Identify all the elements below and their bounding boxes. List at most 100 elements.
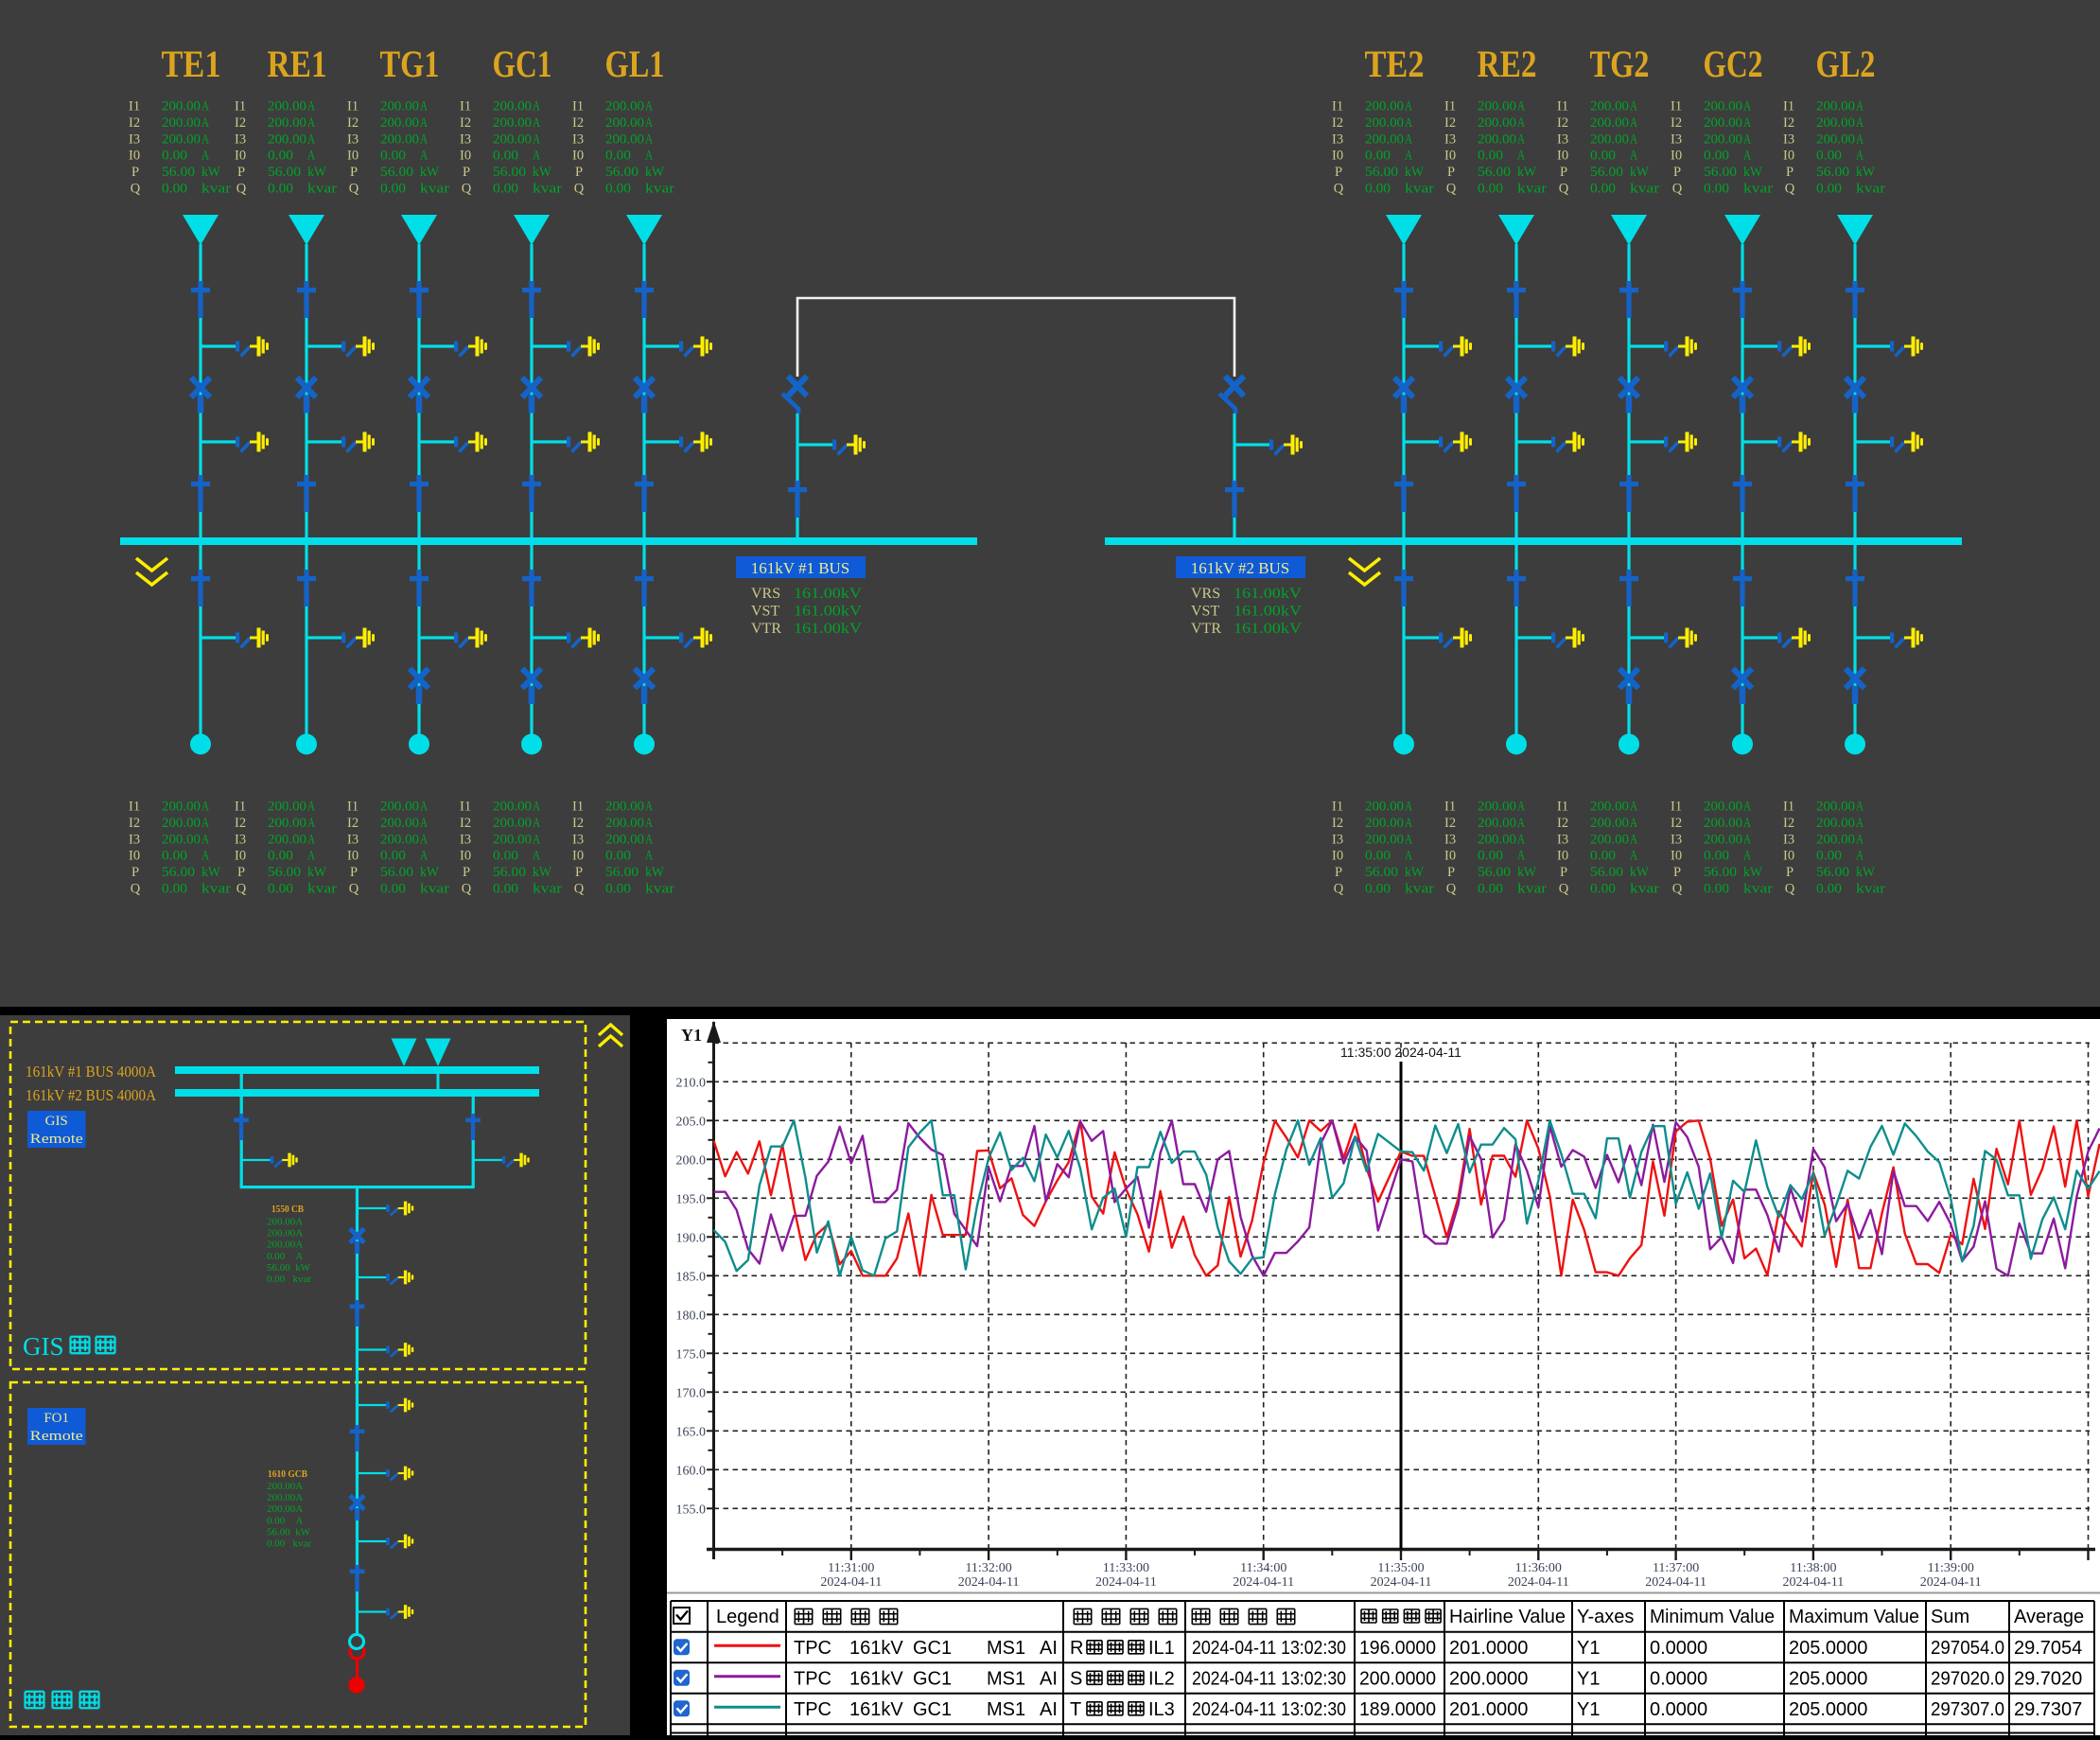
svg-text:161.00kV: 161.00kV [794, 603, 862, 619]
svg-text:29.7020: 29.7020 [2014, 1668, 2082, 1689]
svg-text:11:34:00: 11:34:00 [1240, 1561, 1286, 1575]
svg-text:Y1: Y1 [1577, 1638, 1600, 1659]
svg-text:MS1: MS1 [987, 1638, 1025, 1659]
svg-text:210.0: 210.0 [676, 1076, 707, 1090]
svg-text:201.0000: 201.0000 [1449, 1699, 1528, 1720]
svg-text:GL1: GL1 [605, 43, 665, 85]
svg-text:IL3: IL3 [1148, 1699, 1175, 1720]
svg-text:Y1: Y1 [1577, 1699, 1600, 1720]
svg-text:297020.0: 297020.0 [1931, 1668, 2004, 1689]
svg-text:1610 GCB: 1610 GCB [268, 1469, 307, 1480]
svg-text:AI: AI [1040, 1668, 1058, 1689]
svg-text:TE1: TE1 [162, 43, 221, 85]
svg-text:RE1: RE1 [268, 43, 327, 85]
svg-text:0.00 kvar: 0.00 kvar [267, 1274, 311, 1285]
svg-text:2024-04-11: 2024-04-11 [1233, 1575, 1294, 1590]
svg-text:2024-04-11: 2024-04-11 [820, 1575, 882, 1590]
svg-text:2024-04-11: 2024-04-11 [1508, 1575, 1569, 1590]
svg-text:Average: Average [2014, 1607, 2084, 1627]
svg-text:195.0: 195.0 [676, 1192, 707, 1206]
svg-text:2024-04-11 13:02:30: 2024-04-11 13:02:30 [1192, 1638, 1346, 1659]
svg-text:S: S [1070, 1668, 1082, 1689]
svg-text:189.0000: 189.0000 [1359, 1699, 1436, 1720]
svg-text:200.00A: 200.00A [267, 1481, 303, 1492]
svg-text:165.0: 165.0 [676, 1425, 707, 1439]
svg-text:GIS: GIS [45, 1114, 68, 1129]
svg-text:200.00A: 200.00A [267, 1492, 303, 1503]
svg-text:161.00kV: 161.00kV [1234, 586, 1302, 602]
svg-text:0.00 A: 0.00 A [267, 1251, 303, 1262]
svg-text:2024-04-11: 2024-04-11 [1371, 1575, 1432, 1590]
svg-text:GC2: GC2 [1704, 43, 1763, 85]
svg-text:AI: AI [1040, 1699, 1058, 1720]
svg-text:161kV #2 BUS 4000A: 161kV #2 BUS 4000A [26, 1086, 157, 1104]
svg-text:GC1: GC1 [913, 1668, 952, 1689]
svg-text:AI: AI [1040, 1638, 1058, 1659]
svg-text:2024-04-11 13:02:30: 2024-04-11 13:02:30 [1192, 1699, 1346, 1720]
svg-text:160.0: 160.0 [676, 1464, 707, 1478]
svg-text:VST: VST [751, 603, 779, 619]
svg-text:2024-04-11: 2024-04-11 [958, 1575, 1020, 1590]
svg-text:205.0: 205.0 [676, 1115, 707, 1129]
svg-text:R: R [1070, 1638, 1083, 1659]
svg-text:205.0000: 205.0000 [1789, 1699, 1867, 1720]
svg-text:IL1: IL1 [1148, 1638, 1175, 1659]
svg-text:0.0000: 0.0000 [1650, 1699, 1707, 1720]
svg-text:161kV #1 BUS 4000A: 161kV #1 BUS 4000A [26, 1063, 157, 1081]
svg-text:11:35:00 2024-04-11: 11:35:00 2024-04-11 [1340, 1045, 1461, 1060]
svg-text:11:33:00: 11:33:00 [1103, 1561, 1149, 1575]
svg-text:Y-axes: Y-axes [1577, 1607, 1634, 1627]
svg-text:200.00A: 200.00A [267, 1217, 303, 1228]
svg-text:11:39:00: 11:39:00 [1928, 1561, 1974, 1575]
svg-text:297054.0: 297054.0 [1931, 1638, 2004, 1659]
svg-text:TPC: TPC [794, 1699, 831, 1720]
svg-text:190.0: 190.0 [676, 1231, 707, 1245]
svg-text:161.00kV: 161.00kV [794, 621, 862, 637]
svg-text:VTR: VTR [751, 621, 781, 637]
svg-text:29.7307: 29.7307 [2014, 1699, 2082, 1720]
svg-text:0.00 kvar: 0.00 kvar [267, 1538, 311, 1550]
svg-text:GC1: GC1 [913, 1699, 952, 1720]
svg-text:180.0: 180.0 [676, 1309, 707, 1323]
svg-text:Sum: Sum [1931, 1607, 1969, 1627]
svg-text:161kV: 161kV [849, 1699, 903, 1720]
svg-text:175.0: 175.0 [676, 1347, 707, 1362]
svg-text:MS1: MS1 [987, 1699, 1025, 1720]
svg-text:170.0: 170.0 [676, 1386, 707, 1400]
svg-text:161.00kV: 161.00kV [794, 586, 862, 602]
svg-text:Remote: Remote [30, 1132, 83, 1147]
svg-text:205.0000: 205.0000 [1789, 1638, 1867, 1659]
svg-text:201.0000: 201.0000 [1449, 1638, 1528, 1659]
svg-text:2024-04-11: 2024-04-11 [1645, 1575, 1706, 1590]
svg-text:161kV: 161kV [849, 1638, 903, 1659]
svg-text:GIS: GIS [23, 1332, 64, 1361]
svg-text:161kV #1 BUS: 161kV #1 BUS [751, 559, 850, 577]
svg-text:11:32:00: 11:32:00 [965, 1561, 1011, 1575]
svg-text:TG2: TG2 [1590, 43, 1650, 85]
svg-text:RE2: RE2 [1478, 43, 1537, 85]
svg-text:TPC: TPC [794, 1668, 831, 1689]
svg-text:200.00A: 200.00A [267, 1503, 303, 1515]
svg-text:GC1: GC1 [913, 1638, 952, 1659]
svg-text:155.0: 155.0 [676, 1503, 707, 1517]
svg-text:Legend: Legend [716, 1607, 779, 1627]
svg-text:TE2: TE2 [1365, 43, 1425, 85]
svg-text:200.0000: 200.0000 [1449, 1668, 1528, 1689]
svg-text:297307.0: 297307.0 [1931, 1699, 2004, 1720]
svg-text:Y1: Y1 [681, 1026, 702, 1045]
svg-text:2024-04-11: 2024-04-11 [1782, 1575, 1844, 1590]
svg-text:200.00A: 200.00A [267, 1239, 303, 1251]
svg-text:MS1: MS1 [987, 1668, 1025, 1689]
svg-text:56.00 kW: 56.00 kW [267, 1526, 311, 1538]
svg-text:11:38:00: 11:38:00 [1790, 1561, 1836, 1575]
svg-text:0.0000: 0.0000 [1650, 1638, 1707, 1659]
svg-text:VRS: VRS [751, 586, 780, 602]
svg-text:29.7054: 29.7054 [2014, 1638, 2082, 1659]
svg-text:185.0: 185.0 [676, 1270, 707, 1284]
svg-text:Y1: Y1 [1577, 1668, 1600, 1689]
svg-text:1550 CB: 1550 CB [271, 1204, 304, 1215]
svg-text:TG1: TG1 [380, 43, 440, 85]
svg-text:Minimum Value: Minimum Value [1650, 1607, 1775, 1627]
svg-text:Maximum Value: Maximum Value [1789, 1607, 1919, 1627]
svg-text:GL2: GL2 [1816, 43, 1876, 85]
